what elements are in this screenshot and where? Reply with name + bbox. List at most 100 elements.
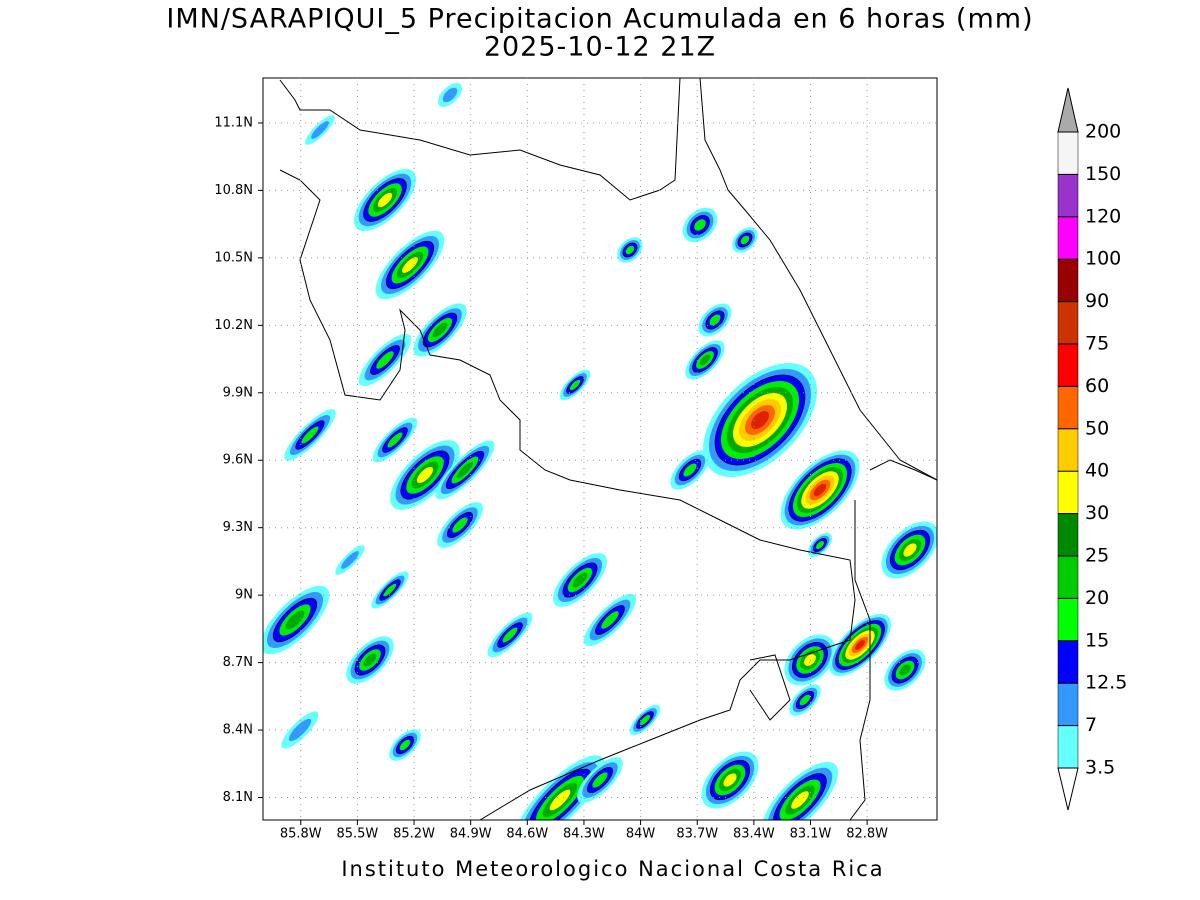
precip-contour <box>301 426 319 444</box>
precip-contour <box>399 739 411 751</box>
precip-cell <box>685 340 725 380</box>
x-tick-label: 85.2W <box>393 827 435 842</box>
x-tick-label: 84.3W <box>563 827 605 842</box>
colorbar-label: 60 <box>1085 375 1109 397</box>
colorbar-segment <box>1057 682 1079 726</box>
precip-cell <box>371 571 409 609</box>
precip-cell <box>780 450 860 530</box>
precip-cell <box>559 369 591 401</box>
precip-cell <box>828 613 892 677</box>
coastline <box>279 169 856 721</box>
precip-contour <box>502 627 518 643</box>
colorbar-segment <box>1057 131 1079 175</box>
precip-contour <box>442 87 458 103</box>
precip-contour <box>376 351 394 369</box>
colorbar-segment <box>1057 555 1079 599</box>
x-tick-label: 83.7W <box>676 827 718 842</box>
precip-contour <box>699 354 711 366</box>
precip-contour <box>813 483 827 497</box>
precip-cell <box>702 362 818 478</box>
precip-contour <box>709 314 721 326</box>
colorbar-segment <box>1057 725 1079 769</box>
x-tick-label: 83.1W <box>790 827 832 842</box>
colorbar-label: 50 <box>1085 417 1109 439</box>
precip-contour <box>383 583 397 597</box>
precip-cell <box>390 440 460 510</box>
precip-cell <box>884 649 926 691</box>
colorbar-label: 90 <box>1085 290 1109 312</box>
precip-cell <box>698 303 732 337</box>
precip-contour <box>601 611 619 629</box>
colorbar-segment <box>1057 174 1079 218</box>
colorbar-label: 12.5 <box>1085 672 1127 694</box>
colorbar-segment <box>1057 428 1079 472</box>
precip-contour <box>341 551 359 569</box>
precip-contour <box>723 773 737 787</box>
colorbar-segment <box>1057 470 1079 514</box>
subtitle: 2025-10-12 21Z <box>484 32 716 63</box>
precip-contour <box>903 543 917 557</box>
coastline <box>749 654 791 721</box>
y-tick-label: 9.9N <box>223 385 253 400</box>
precip-field <box>263 82 937 820</box>
colorbar-under <box>1057 767 1079 811</box>
precip-cell <box>346 636 394 684</box>
precip-contour <box>285 610 305 630</box>
x-tick-label: 84.6W <box>506 827 548 842</box>
colorbar-label: 200 <box>1085 121 1121 143</box>
colorbar-segment <box>1057 386 1079 430</box>
precip-cell <box>437 502 483 548</box>
precip-cell <box>577 757 623 803</box>
colorbar-label: 100 <box>1085 248 1121 270</box>
colorbar-label: 20 <box>1085 587 1109 609</box>
precip-cell <box>305 115 335 145</box>
coastline <box>479 719 701 820</box>
colorbar-label: 40 <box>1085 460 1109 482</box>
precip-contour <box>683 463 697 477</box>
x-tick-label: 85.5W <box>336 827 378 842</box>
y-tick-label: 9.6N <box>223 453 253 468</box>
precip-contour <box>799 694 811 706</box>
plot-frame <box>262 77 938 821</box>
precip-contour <box>456 461 474 479</box>
precip-contour <box>432 322 448 338</box>
precip-contour <box>452 517 468 533</box>
y-tick-label: 8.7N <box>223 655 253 670</box>
precip-cell <box>807 532 833 558</box>
precip-contour <box>549 789 571 811</box>
y-tick-label: 8.1N <box>223 790 253 805</box>
precip-cell <box>515 755 605 820</box>
y-tick-label: 9.3N <box>223 520 253 535</box>
colorbar-label: 15 <box>1085 629 1109 651</box>
precip-cell <box>413 303 467 357</box>
precip-contour <box>804 654 816 666</box>
precip-cell <box>389 729 421 761</box>
y-tick-label: 9N <box>235 588 253 603</box>
colorbar-segment <box>1057 640 1079 684</box>
precip-contour <box>377 192 393 208</box>
precip-cell <box>353 168 417 232</box>
precip-cell <box>617 237 643 263</box>
precip-cell <box>435 440 495 500</box>
precip-cell <box>437 82 463 108</box>
precip-cell <box>881 521 937 579</box>
y-tick-label: 11.1N <box>214 115 253 130</box>
precip-contour <box>815 540 825 550</box>
precip-contour <box>625 245 635 255</box>
precip-cell <box>682 207 718 243</box>
precip-cell <box>553 553 607 607</box>
colorbar-segment <box>1057 216 1079 260</box>
precip-contour <box>402 257 418 273</box>
precip-contour <box>899 664 911 676</box>
y-tick-label: 10.8N <box>214 183 253 198</box>
coastline <box>849 500 871 820</box>
precip-cell <box>487 612 533 658</box>
x-tick-label: 82.8W <box>846 827 888 842</box>
precip-cell <box>263 585 330 655</box>
precip-contour <box>639 714 651 726</box>
y-tick-label: 10.5N <box>214 250 253 265</box>
colorbar-segment <box>1057 513 1079 557</box>
colorbar-label: 30 <box>1085 502 1109 524</box>
y-tick-label: 10.2N <box>214 318 253 333</box>
footer: Instituto Meteorologico Nacional Costa R… <box>341 857 884 881</box>
